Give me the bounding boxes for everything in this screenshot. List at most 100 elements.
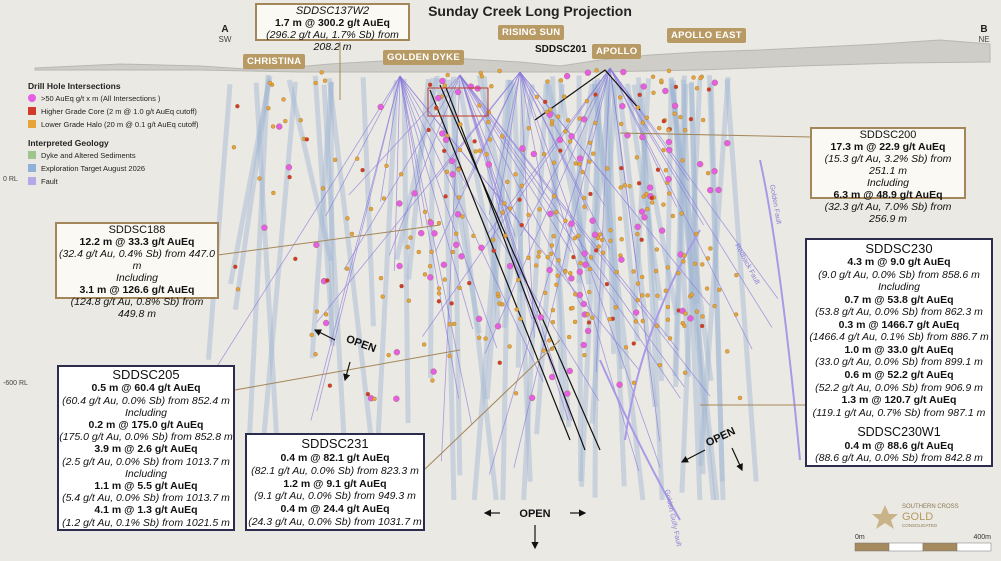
callout-line: 3.9 m @ 2.6 g/t AuEq bbox=[94, 443, 198, 456]
intersection bbox=[427, 82, 433, 87]
intersection bbox=[551, 234, 556, 239]
intersection bbox=[552, 194, 557, 199]
intersection bbox=[556, 258, 561, 263]
intersection bbox=[564, 390, 571, 397]
intersection bbox=[411, 190, 418, 197]
intersection bbox=[682, 128, 688, 133]
intersection bbox=[287, 174, 292, 180]
intersection bbox=[688, 116, 694, 122]
intersection bbox=[534, 94, 539, 100]
intersection bbox=[519, 223, 524, 228]
drill-trace bbox=[399, 75, 535, 240]
intersection bbox=[577, 162, 582, 167]
section-end: B bbox=[980, 24, 987, 35]
intersection bbox=[475, 315, 483, 323]
intersection bbox=[658, 227, 666, 234]
target-hole bbox=[689, 81, 706, 475]
intersection bbox=[319, 70, 324, 75]
intersection bbox=[619, 121, 624, 127]
intersection bbox=[477, 335, 482, 340]
intersection bbox=[552, 160, 557, 165]
intersection bbox=[623, 345, 629, 350]
intersection bbox=[733, 312, 739, 317]
fault bbox=[759, 159, 801, 461]
drill-trace bbox=[459, 74, 685, 388]
intersection bbox=[360, 167, 365, 173]
intersection bbox=[561, 94, 567, 99]
target-hole bbox=[326, 77, 381, 501]
legend: Drill Hole Intersections >50 AuEq g/t x m… bbox=[28, 81, 199, 186]
intersection bbox=[581, 250, 588, 257]
open-arrow bbox=[680, 449, 706, 463]
drill-trace bbox=[310, 75, 401, 421]
intersection bbox=[519, 145, 526, 152]
intersection bbox=[665, 317, 670, 322]
intersection bbox=[591, 231, 599, 238]
drill-trace bbox=[399, 75, 498, 348]
intersection bbox=[543, 290, 548, 296]
logo-text: GOLD bbox=[902, 511, 933, 523]
drill-trace bbox=[609, 67, 661, 442]
intersection bbox=[442, 136, 450, 143]
intersection bbox=[566, 367, 573, 375]
intersection bbox=[435, 94, 442, 102]
intersection bbox=[568, 220, 575, 227]
callout-line: (124.8 g/t Au, 0.8% Sb) from 449.8 m bbox=[70, 296, 204, 320]
intersection bbox=[587, 140, 593, 145]
callout-line: 4.1 m @ 1.3 g/t AuEq bbox=[94, 504, 198, 517]
hole-trace bbox=[429, 89, 571, 441]
intersection bbox=[644, 115, 649, 120]
prospect-label: GOLDEN DYKE bbox=[383, 50, 464, 65]
intersection bbox=[672, 111, 677, 116]
intersection bbox=[663, 168, 669, 173]
intersection bbox=[650, 74, 656, 79]
legend-swatch bbox=[28, 151, 36, 159]
intersection bbox=[283, 118, 288, 124]
callout-line: Including bbox=[124, 406, 168, 419]
intersection bbox=[593, 92, 598, 97]
intersection bbox=[570, 305, 575, 311]
intersection bbox=[708, 246, 713, 251]
intersection bbox=[489, 84, 494, 89]
callout-line: (9.0 g/t Au, 0.0% Sb) from 858.6 m bbox=[818, 268, 980, 281]
intersection bbox=[665, 304, 671, 310]
intersection bbox=[662, 87, 669, 95]
target-hole bbox=[672, 75, 687, 377]
intersection bbox=[676, 271, 681, 276]
leader-line bbox=[217, 224, 441, 256]
intersection bbox=[682, 253, 687, 258]
callout-line: (9.1 g/t Au, 0.0% Sb) from 949.3 m bbox=[254, 490, 416, 503]
intersection bbox=[580, 300, 587, 308]
target-hole bbox=[205, 84, 233, 360]
target-hole bbox=[638, 84, 665, 501]
intersection bbox=[516, 277, 521, 282]
target-hole bbox=[679, 78, 703, 493]
target-hole bbox=[680, 79, 703, 501]
scale-label: 400m bbox=[973, 534, 991, 541]
open-arrow bbox=[343, 361, 351, 382]
intersection bbox=[513, 172, 518, 177]
intersection bbox=[573, 292, 578, 297]
hole-trace bbox=[444, 84, 586, 451]
callout-line: (88.6 g/t Au, 0.0% Sb) from 842.8 m bbox=[815, 452, 983, 465]
intersection bbox=[396, 200, 403, 207]
callout-line: (5.4 g/t Au, 0.0% Sb) from 1013.7 m bbox=[62, 492, 230, 505]
callout-line: (1466.4 g/t Au, 0.1% Sb) from 886.7 m bbox=[809, 331, 989, 344]
legend-label: Dyke and Altered Sediments bbox=[41, 151, 136, 160]
intersection bbox=[594, 68, 599, 73]
callout-box: SDDSC137W2 1.7 m @ 300.2 g/t AuEq (296.2 g… bbox=[255, 3, 410, 53]
intersection bbox=[587, 159, 592, 164]
target-hole bbox=[635, 77, 665, 382]
drill-trace bbox=[459, 74, 569, 421]
intersection bbox=[443, 194, 448, 199]
callout-line: 0.4 m @ 88.6 g/t AuEq bbox=[844, 439, 954, 452]
intersection bbox=[231, 145, 237, 150]
intersection bbox=[235, 104, 240, 109]
intersection bbox=[584, 99, 590, 104]
target-hole bbox=[245, 74, 271, 459]
intersection bbox=[454, 211, 462, 218]
intersection bbox=[618, 185, 623, 190]
intersection bbox=[597, 232, 603, 237]
intersection bbox=[270, 124, 276, 129]
target-hole bbox=[664, 78, 674, 337]
